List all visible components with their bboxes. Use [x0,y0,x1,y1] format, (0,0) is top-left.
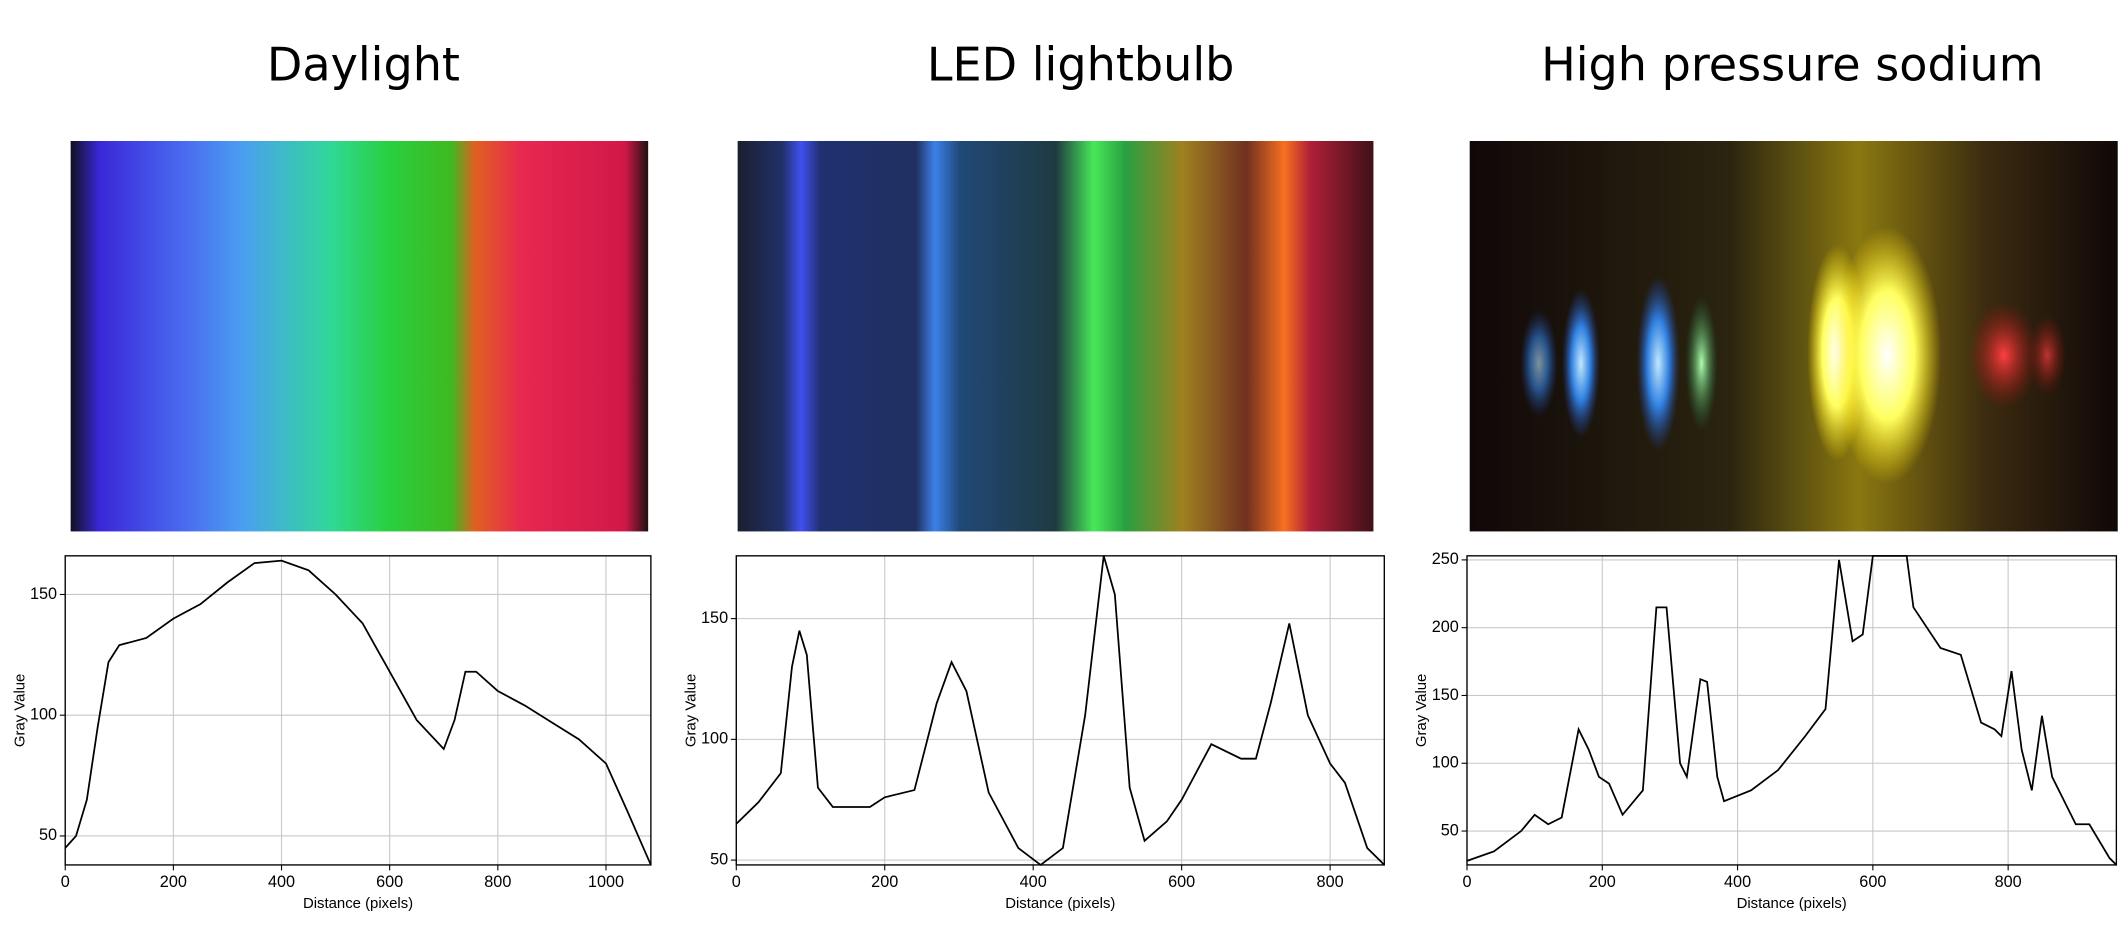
plot-frame [735,555,1385,866]
spectrum-image [1469,140,2118,532]
x-tick-label: 0 [732,873,741,891]
y-tick-label: 50 [39,826,57,844]
x-tick-label: 400 [1724,873,1751,891]
x-tick-label: 400 [1020,873,1047,891]
y-tick-label: 250 [1432,550,1459,568]
line [1466,554,2117,866]
y-tick-label: 100 [30,706,57,724]
line [735,555,1385,867]
y-tick-label: 150 [30,585,57,603]
x-tick-label: 400 [268,873,295,891]
y-axis-label: Gray Value [683,674,699,747]
y-tick-label: 150 [1432,686,1459,704]
x-tick-label: 1000 [588,873,624,891]
x-tick-label: 800 [484,873,511,891]
x-tick-label: 800 [1995,873,2022,891]
chart-title: LED lightbulb [927,37,1235,91]
y-tick-label: 100 [701,730,728,748]
x-tick-label: 200 [160,873,187,891]
x-axis-label: Distance (pixels) [1005,896,1115,912]
y-tick-label: 100 [1432,754,1459,772]
spectrum-image [70,140,649,532]
chart-title: Daylight [267,37,460,91]
plot-frame [1466,555,2118,866]
x-tick-label: 800 [1317,873,1344,891]
y-axis-label: Gray Value [1414,674,1430,747]
y-tick-label: 150 [701,609,728,627]
x-tick-label: 600 [1168,873,1195,891]
x-tick-label: 0 [1462,873,1471,891]
x-axis-label: Distance (pixels) [1737,896,1847,912]
y-tick-label: 50 [710,850,728,868]
x-tick-label: 0 [61,873,70,891]
line [64,559,652,866]
x-tick-label: 200 [1589,873,1616,891]
x-axis-label: Distance (pixels) [303,896,413,912]
x-tick-label: 600 [376,873,403,891]
y-tick-label: 50 [1441,821,1459,839]
spectrum-image [737,140,1374,532]
chart-title: High pressure sodium [1541,37,2044,91]
y-axis-label: Gray Value [12,674,28,747]
x-tick-label: 600 [1859,873,1886,891]
plot-frame [64,555,652,866]
y-tick-label: 200 [1432,618,1459,636]
x-tick-label: 200 [871,873,898,891]
